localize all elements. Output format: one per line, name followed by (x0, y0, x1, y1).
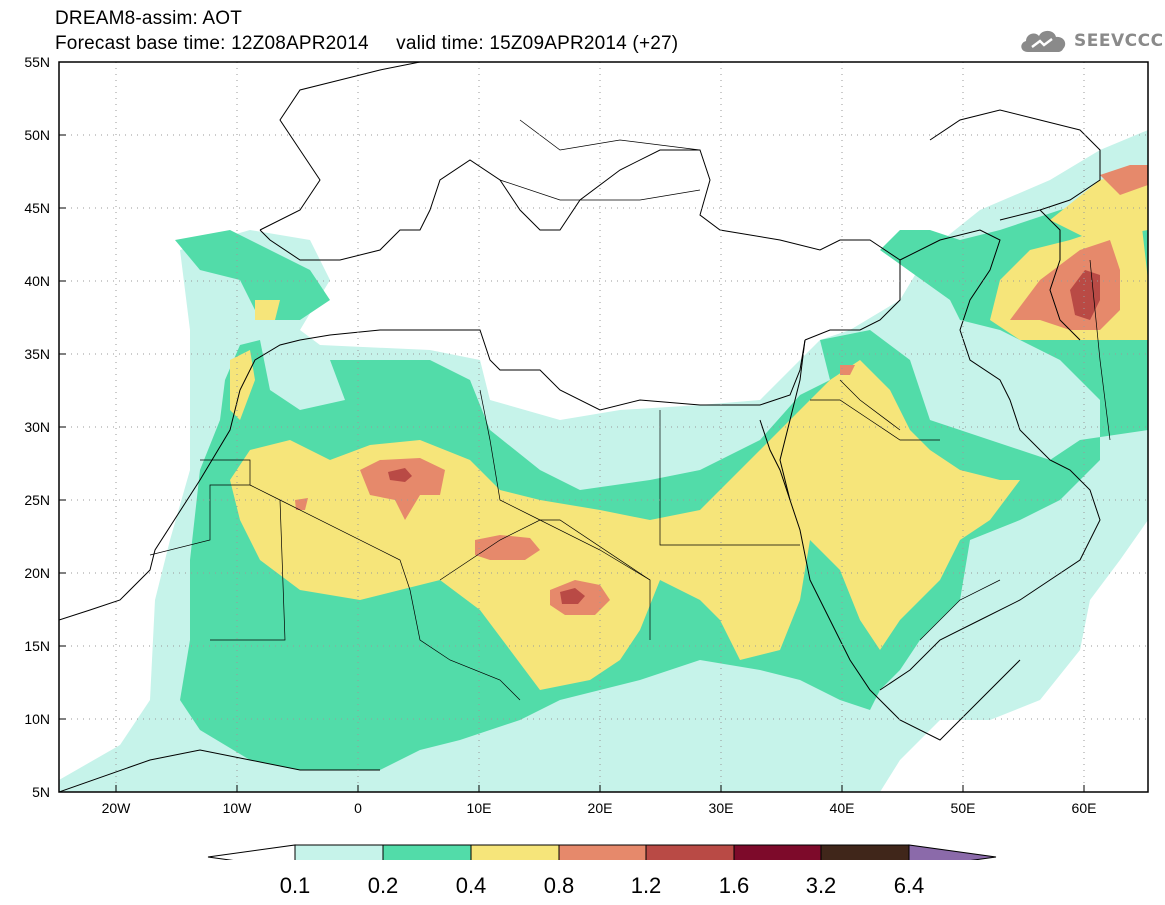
colorbar-segment (382, 844, 472, 860)
colorbar-label: 0.4 (455, 873, 487, 898)
lon-label: 20E (588, 800, 613, 816)
colorbar-under-arrow (207, 844, 296, 860)
lat-label: 10N (24, 711, 50, 727)
colorbar-segment (294, 844, 384, 860)
map-title: DREAM8-assim: AOT (55, 8, 243, 29)
lat-label: 35N (24, 346, 50, 362)
lon-label: 10W (223, 800, 253, 816)
colorbar-label: 3.2 (805, 873, 837, 898)
lat-label: 25N (24, 492, 50, 508)
lat-label: 40N (24, 273, 50, 289)
colorbar-label: 6.4 (893, 873, 925, 898)
colorbar-label: 0.8 (543, 873, 575, 898)
lat-labels: 55N 50N 45N 40N 35N 30N 25N 20N 15N 10N … (24, 54, 50, 800)
cloud-icon (1021, 30, 1066, 52)
lat-label: 5N (32, 784, 50, 800)
lon-label: 40E (830, 800, 855, 816)
lon-label: 60E (1072, 800, 1097, 816)
lon-label: 20W (102, 800, 132, 816)
colorbar-over-arrow (908, 844, 997, 860)
aot-level-0.2 (175, 200, 1148, 770)
axis-ticks (59, 61, 1085, 793)
lat-label: 15N (24, 638, 50, 654)
coastlines (59, 62, 1101, 792)
colorbar-segment (645, 844, 735, 860)
lon-label: 50E (951, 800, 976, 816)
lat-label: 50N (24, 127, 50, 143)
seevccc-logo: SEEVCCC (1018, 27, 1164, 55)
logo-text: SEEVCCC (1074, 31, 1164, 51)
colorbar (207, 844, 997, 860)
lon-labels: 20W 10W 0 10E 20E 30E 40E 50E 60E (102, 800, 1097, 816)
forecast-times: Forecast base time: 12Z08APR2014 valid t… (55, 33, 679, 54)
lat-label: 55N (24, 54, 50, 70)
colorbar-segment (820, 844, 910, 860)
colorbar-segment (558, 844, 647, 860)
lat-label: 30N (24, 419, 50, 435)
lon-label: 10E (467, 800, 492, 816)
lat-label: 45N (24, 200, 50, 216)
colorbar-segment (470, 844, 560, 860)
lon-label: 0 (354, 800, 362, 816)
colorbar-label: 0.1 (279, 873, 311, 898)
lon-label: 30E (709, 800, 734, 816)
colorbar-label: 1.2 (630, 873, 662, 898)
aot-map: 55N 50N 45N 40N 35N 30N 25N 20N 15N 10N … (24, 54, 1149, 860)
colorbar-label: 0.2 (367, 873, 399, 898)
aot-contours (59, 130, 1148, 792)
lat-label: 20N (24, 565, 50, 581)
colorbar-label: 1.6 (718, 873, 750, 898)
colorbar-segment (733, 844, 822, 860)
